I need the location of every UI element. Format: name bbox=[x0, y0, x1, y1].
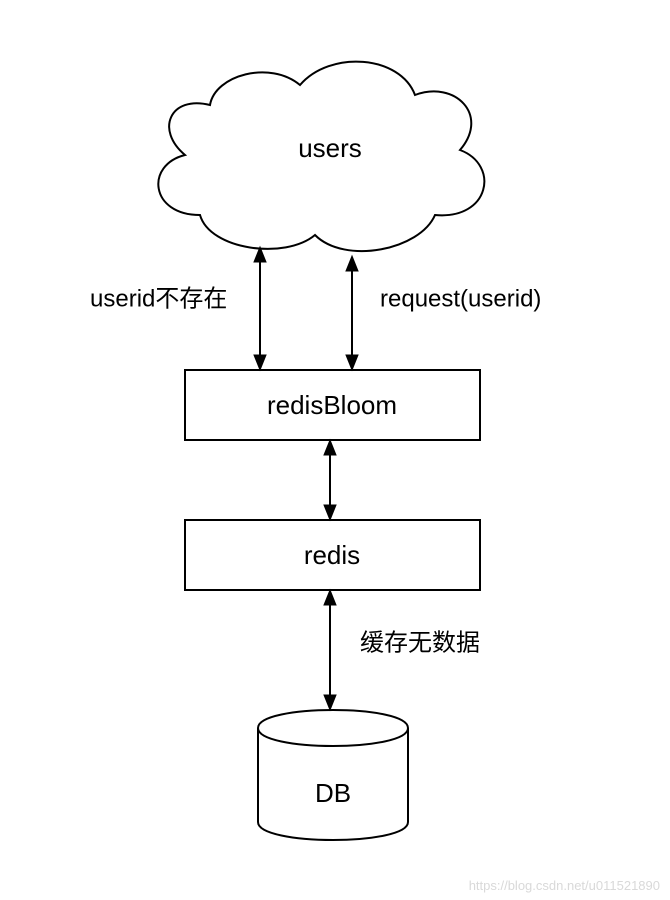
edge-users-bloom-left-label: userid不存在 bbox=[90, 285, 227, 312]
edge-bloom-redis bbox=[324, 440, 336, 520]
edge-users-bloom-left: userid不存在 bbox=[90, 247, 266, 370]
node-redisbloom: redisBloom bbox=[185, 370, 480, 440]
node-redis-label: redis bbox=[304, 540, 360, 570]
edge-users-bloom-right: request(userid) bbox=[346, 256, 541, 370]
node-db: DB bbox=[258, 710, 408, 840]
node-db-label: DB bbox=[315, 778, 351, 808]
edge-users-bloom-right-label: request(userid) bbox=[380, 285, 541, 312]
architecture-diagram: users redisBloom redis DB userid不存在 requ… bbox=[0, 0, 670, 900]
watermark-text: https://blog.csdn.net/u011521890 bbox=[469, 878, 660, 893]
node-redis: redis bbox=[185, 520, 480, 590]
edge-redis-db: 缓存无数据 bbox=[324, 590, 480, 710]
edge-redis-db-label: 缓存无数据 bbox=[360, 629, 480, 656]
node-redisbloom-label: redisBloom bbox=[267, 390, 397, 420]
node-users-label: users bbox=[298, 133, 362, 163]
node-users: users bbox=[158, 62, 484, 251]
